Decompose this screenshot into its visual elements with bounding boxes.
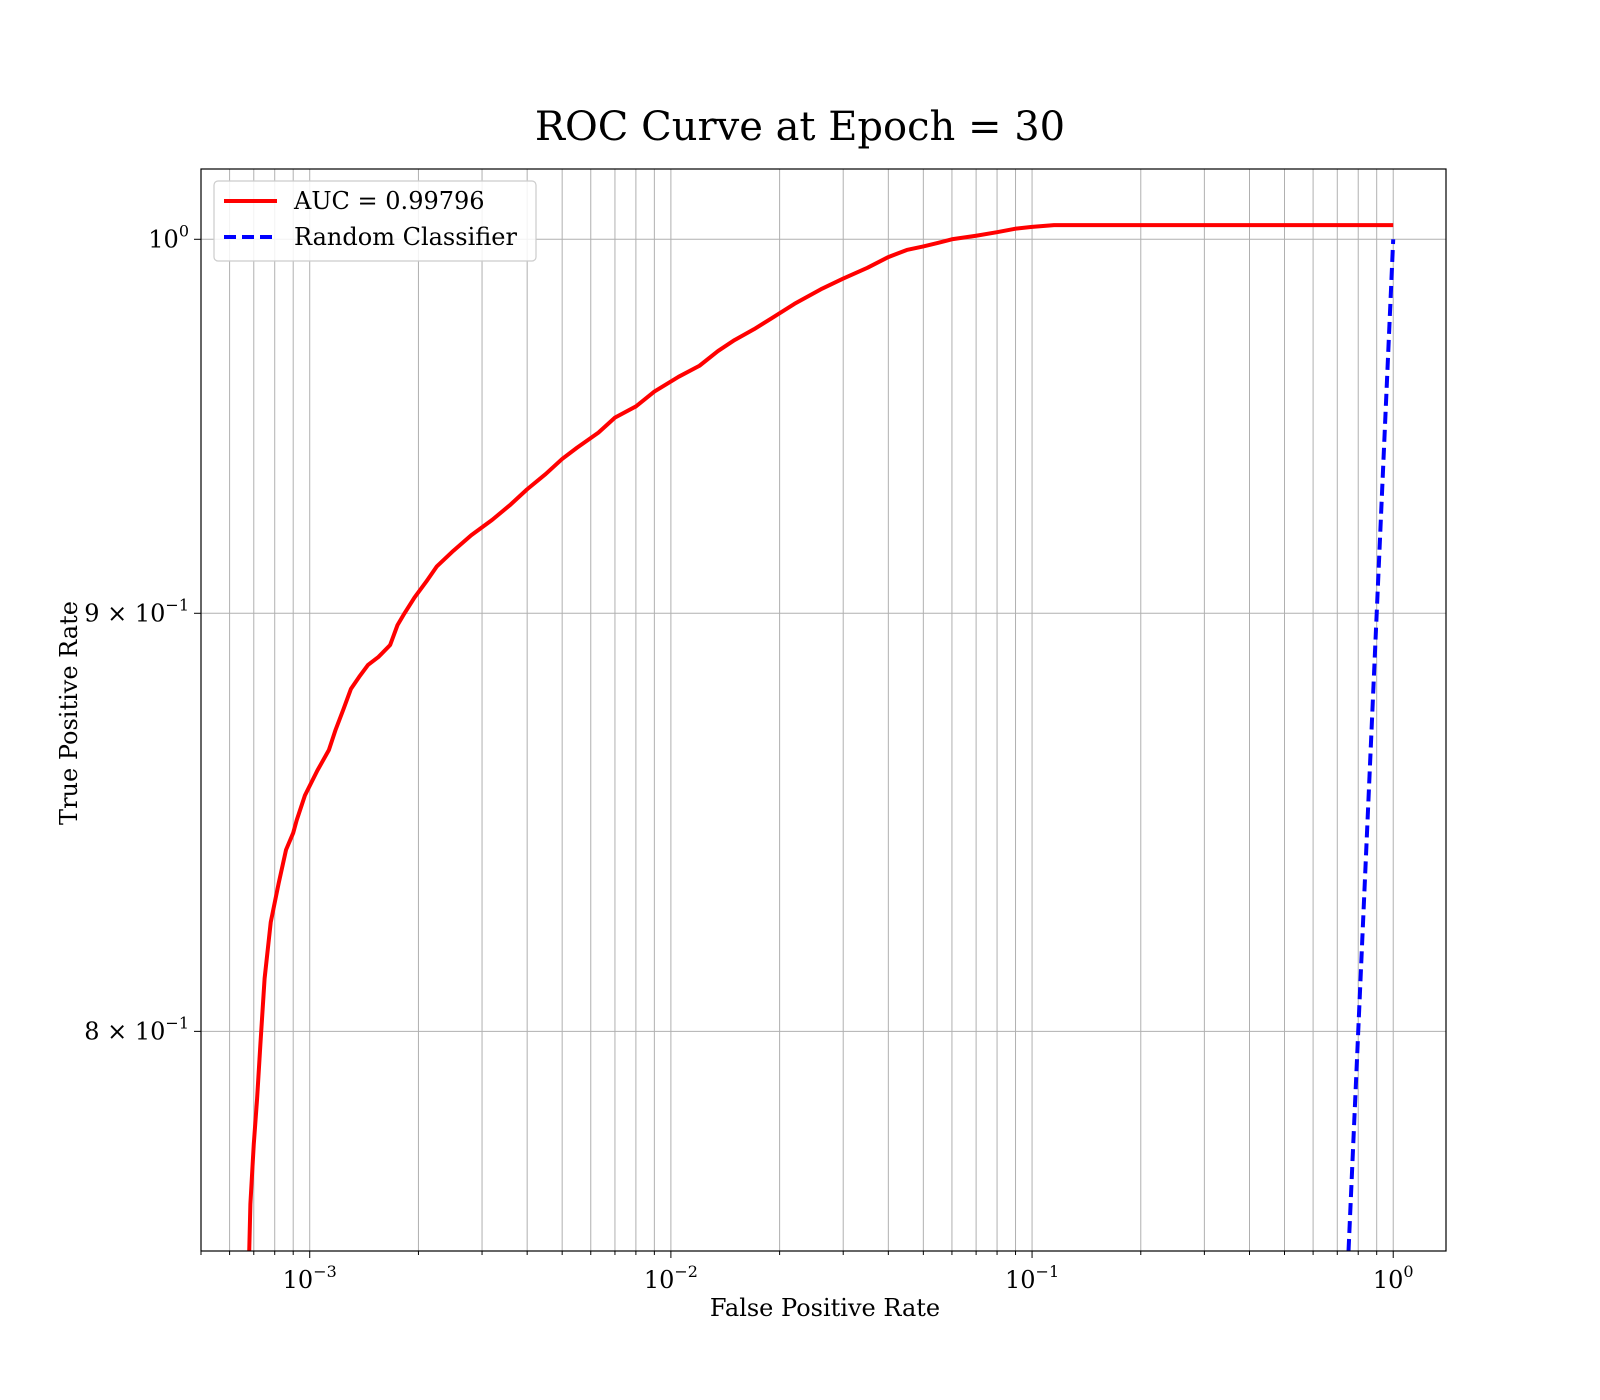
tick-layer <box>194 238 1394 1258</box>
x-tick-label: 10−3 <box>283 1262 337 1294</box>
grid-layer <box>200 169 1446 1251</box>
legend: AUC = 0.99796 Random Classifier <box>213 180 537 262</box>
x-tick-label: 10−2 <box>644 1262 698 1294</box>
y-tick-label: 9 × 10−1 <box>84 595 189 627</box>
legend-label-random: Random Classifier <box>294 223 517 251</box>
chart-title: ROC Curve at Epoch = 30 <box>535 104 1065 150</box>
y-tick-label: 100 <box>148 221 189 253</box>
x-tick-label-exponent: 0 <box>1403 1262 1413 1281</box>
series-layer <box>247 223 1396 1251</box>
y-tick-label: 8 × 10−1 <box>84 1013 189 1045</box>
y-tick-label-exponent: −1 <box>165 595 189 614</box>
y-tick-label-exponent: −1 <box>165 1013 189 1032</box>
legend-box <box>213 180 537 262</box>
legend-label-auc: AUC = 0.99796 <box>293 187 485 215</box>
random-classifier-line <box>1346 239 1396 1251</box>
y-tick-label-base: 9 × 10 <box>84 599 165 627</box>
x-tick-label: 100 <box>1373 1262 1414 1294</box>
x-axis-label: False Positive Rate <box>710 1294 940 1322</box>
x-tick-label-base: 10 <box>1373 1266 1404 1294</box>
x-tick-label-base: 10 <box>1005 1266 1036 1294</box>
y-axis-label: True Positive Rate <box>55 601 83 825</box>
roc-curve-line <box>247 223 1394 1251</box>
y-tick-label-base: 8 × 10 <box>84 1017 165 1045</box>
x-tick-label: 10−1 <box>1005 1262 1059 1294</box>
x-tick-label-base: 10 <box>644 1266 675 1294</box>
x-tick-label-exponent: −2 <box>674 1262 698 1281</box>
y-tick-label-base: 10 <box>148 225 179 253</box>
y-tick-label-exponent: 0 <box>179 221 189 240</box>
plot-frame <box>200 168 1447 1252</box>
x-tick-label-base: 10 <box>283 1266 314 1294</box>
x-tick-label-exponent: −1 <box>1036 1262 1060 1281</box>
x-tick-label-exponent: −3 <box>313 1262 337 1281</box>
